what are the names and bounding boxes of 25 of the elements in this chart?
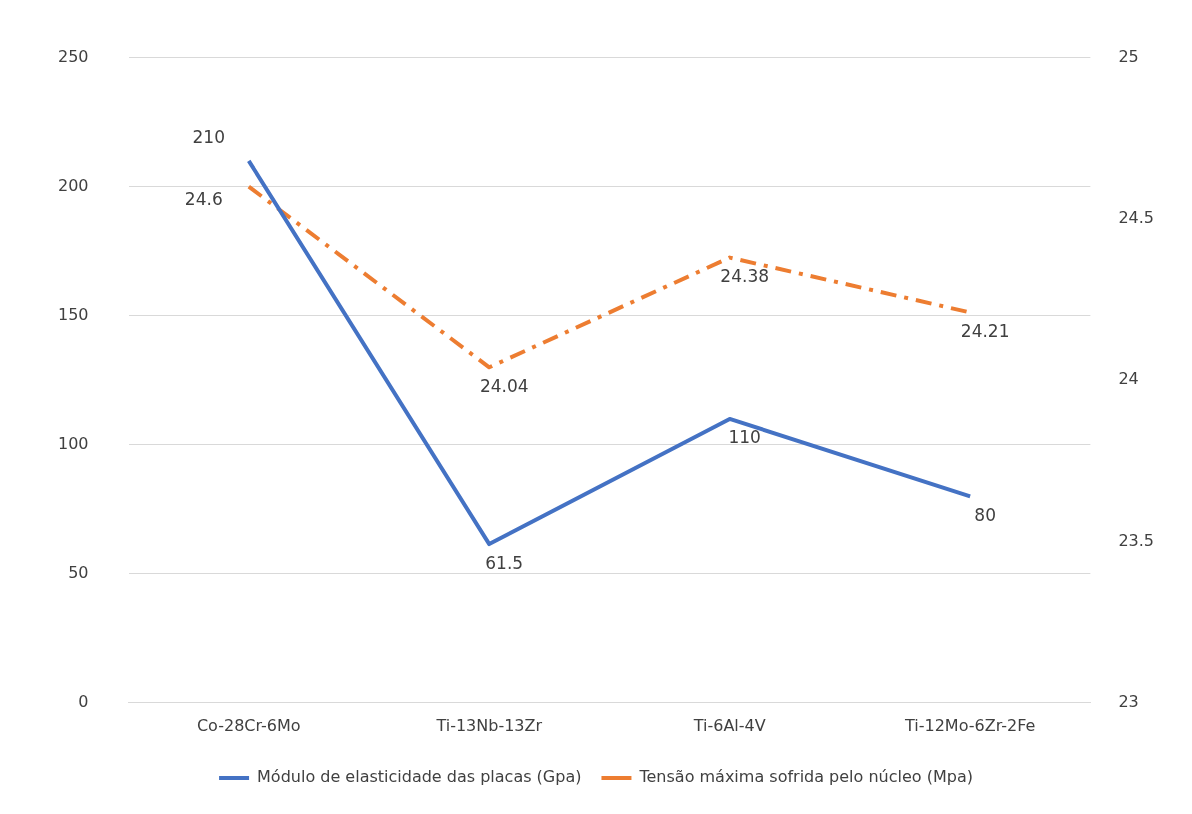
data-label: 61.5 [485,552,524,573]
x-tick-label: Ti-13Nb-13Zr [435,715,543,735]
y-tick-label: 0 [78,691,89,711]
data-label: 24.21 [960,320,1010,341]
y-tick-label: 100 [57,433,89,453]
y-tick-label: 200 [57,175,89,195]
x-tick-label: Ti-12Mo-6Zr-2Fe [903,715,1036,735]
data-label: 110 [728,427,761,448]
y2-tick-label: 24.5 [1118,208,1154,228]
data-label: 24.38 [720,266,770,287]
y2-tick-label: 25 [1118,46,1139,66]
y2-tick-label: 23 [1118,691,1139,711]
y2-tick-label: 24 [1118,369,1139,389]
data-label: 24.6 [184,189,223,210]
y-tick-label: 50 [68,562,89,582]
x-tick-label: Ti-6Al-4V [692,715,766,735]
data-label: 210 [192,127,225,148]
data-label: 80 [974,504,996,525]
y-tick-label: 150 [57,304,89,324]
x-tick-label: Co-28Cr-6Mo [196,715,301,735]
y-tick-label: 250 [57,46,89,66]
legend-label: Módulo de elasticidade das placas (Gpa) [257,767,582,787]
data-label: 24.04 [479,375,529,396]
y2-tick-label: 23.5 [1118,530,1154,550]
legend-label: Tensão máxima sofrida pelo núcleo (Mpa) [638,767,973,787]
